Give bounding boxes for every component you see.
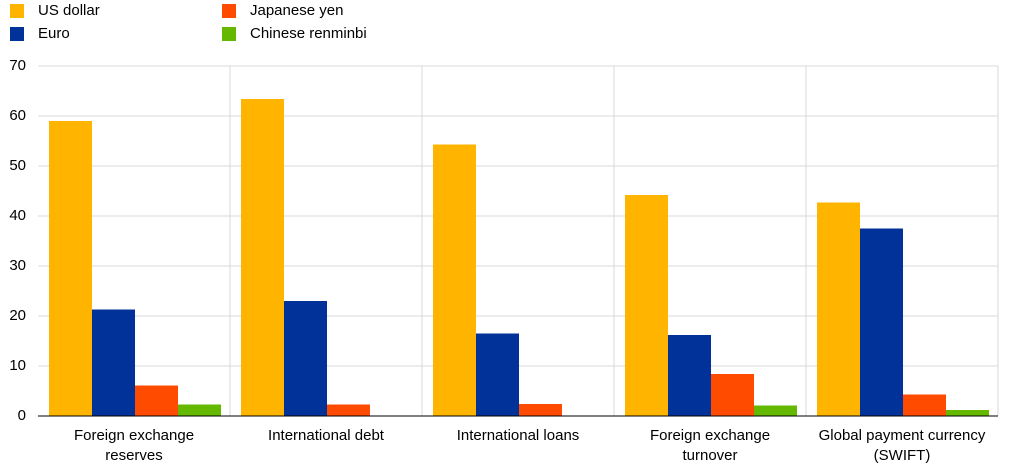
bar	[860, 228, 903, 416]
y-tick-label: 0	[18, 407, 26, 424]
legend-swatch	[10, 27, 24, 41]
y-tick-label: 50	[9, 157, 26, 174]
bar	[92, 309, 135, 416]
x-tick-label: Global payment currency (SWIFT)	[818, 427, 986, 464]
legend-swatch	[222, 4, 236, 18]
y-tick-label: 30	[9, 257, 26, 274]
bar	[625, 195, 668, 416]
bar	[754, 405, 797, 416]
y-tick-label: 40	[9, 207, 26, 224]
x-tick-label: Foreign exchange turnover	[649, 427, 771, 464]
legend-label: Japanese yen	[250, 2, 343, 19]
bar	[817, 202, 860, 416]
bar	[49, 121, 92, 416]
y-tick-label: 60	[9, 107, 26, 124]
legend-label: US dollar	[38, 2, 100, 19]
legend-swatch	[222, 27, 236, 41]
bar	[946, 410, 989, 416]
legend-swatch	[10, 4, 24, 18]
legend-label: Chinese renminbi	[250, 25, 367, 42]
y-tick-label: 10	[9, 357, 26, 374]
legend-label: Euro	[38, 25, 70, 42]
bar	[433, 144, 476, 416]
bar	[476, 333, 519, 416]
bar	[241, 99, 284, 416]
bar	[668, 335, 711, 416]
bar	[903, 394, 946, 416]
bar	[284, 301, 327, 416]
bar	[135, 385, 178, 416]
bar	[519, 404, 562, 416]
bar	[711, 374, 754, 416]
bar	[178, 404, 221, 416]
y-tick-label: 70	[9, 57, 26, 74]
x-tick-label: International loans	[456, 427, 580, 444]
x-tick-label: International debt	[268, 427, 384, 444]
bar	[327, 404, 370, 416]
y-tick-label: 20	[9, 307, 26, 324]
x-tick-label: Foreign exchange reserves	[73, 427, 195, 464]
